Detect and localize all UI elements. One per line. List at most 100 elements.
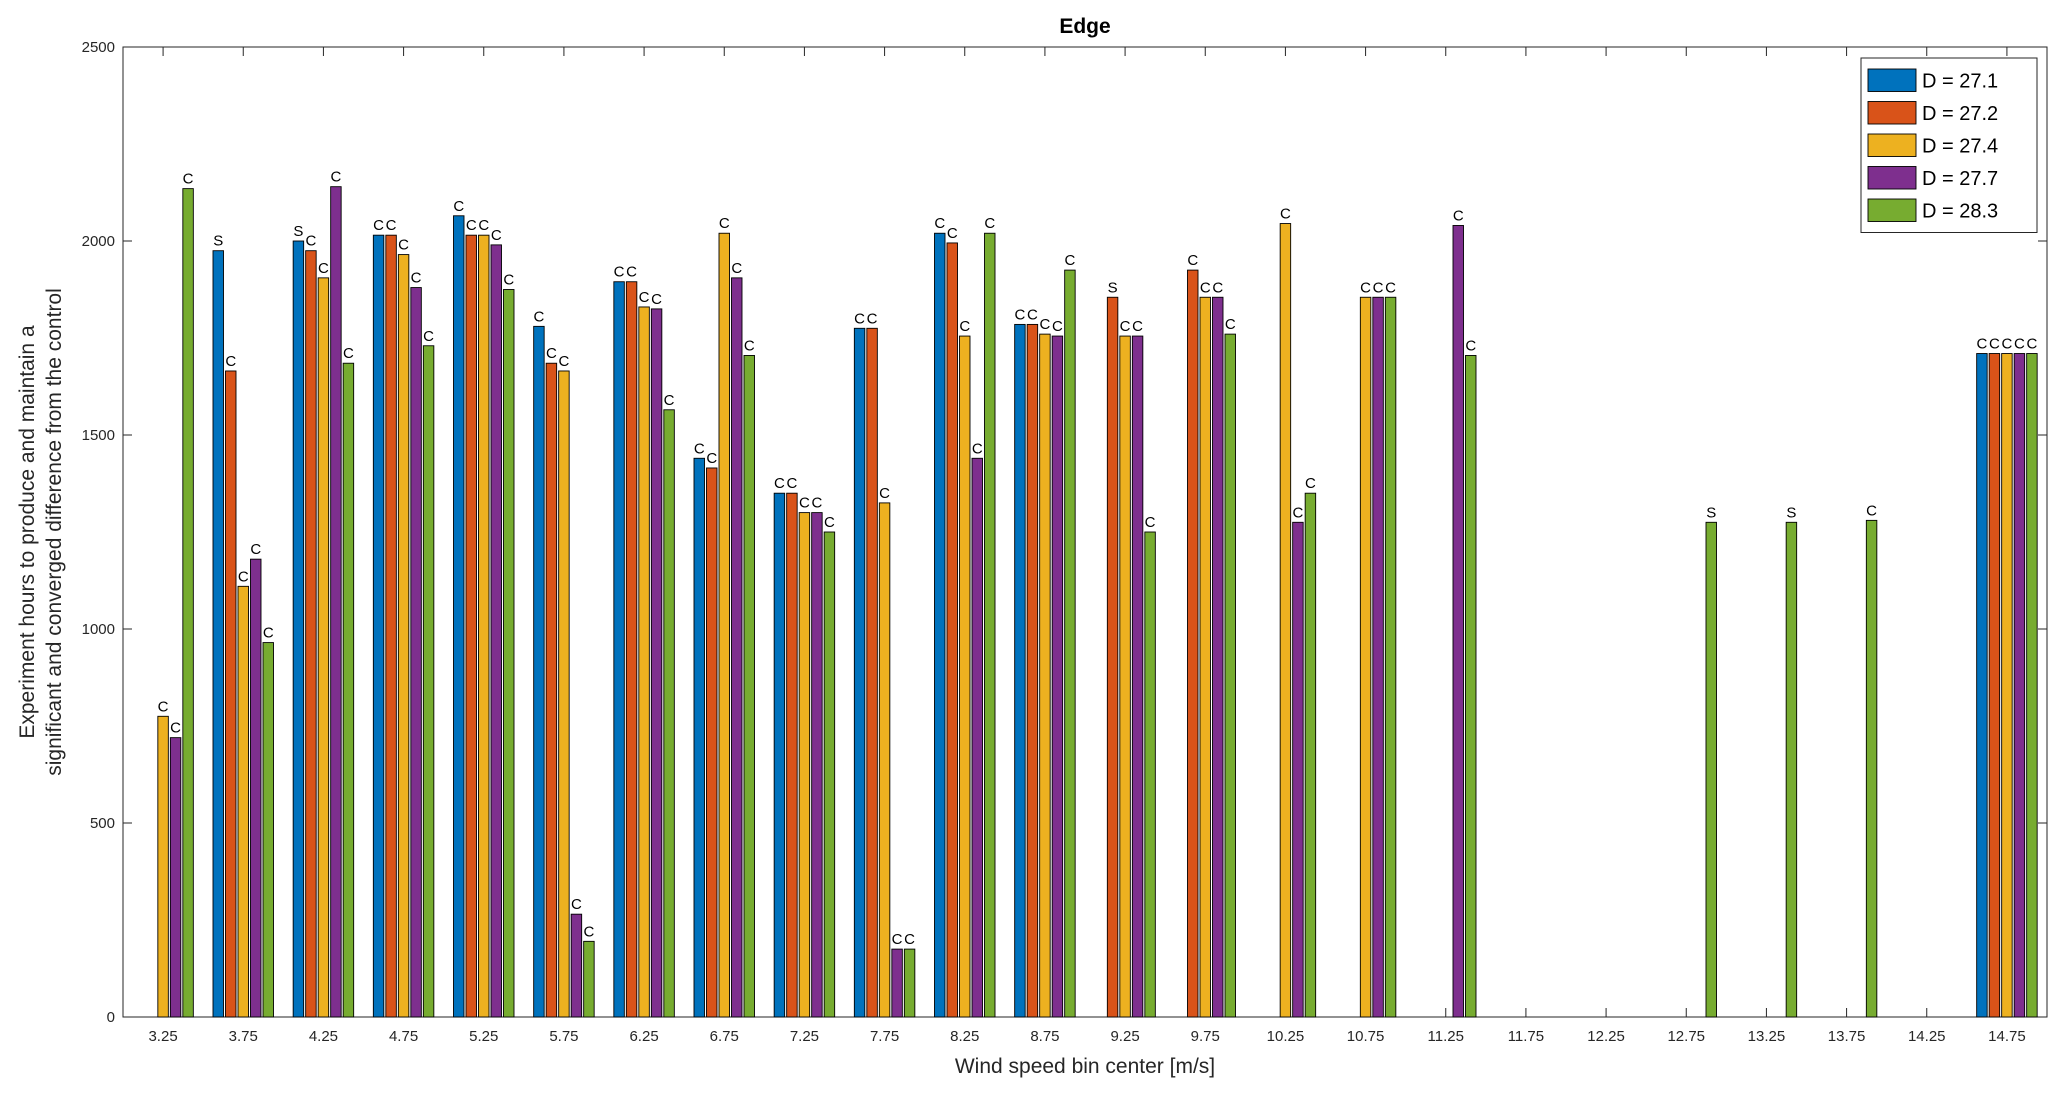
x-tick-label: 8.25 [950, 1028, 979, 1045]
y-axis-label-line-2: significant and converged difference fro… [43, 288, 66, 776]
bar [1064, 269, 1076, 1018]
bar-label: C [664, 392, 675, 409]
bar-label: C [373, 217, 384, 234]
bar [1384, 296, 1397, 1018]
bar-label: C [305, 233, 316, 250]
bar [971, 457, 983, 1018]
bar-label: C [1373, 279, 1384, 296]
bar-label: C [1014, 306, 1025, 323]
bar-label: C [719, 215, 730, 232]
bar-label: C [558, 353, 569, 370]
bar-label: C [1866, 502, 1877, 519]
bar-label: C [811, 495, 822, 512]
x-tick-label: 6.25 [629, 1028, 658, 1045]
x-tick-label: 10.75 [1347, 1028, 1385, 1045]
bar [1465, 355, 1477, 1018]
bar [731, 277, 743, 1018]
bar [1014, 323, 1026, 1018]
bar-label: C [2001, 336, 2012, 353]
bar-label: C [2026, 336, 2037, 353]
y-tick-label: 1500 [82, 427, 115, 444]
bar [1106, 296, 1119, 1018]
bar-label: C [947, 225, 958, 242]
bar [811, 512, 823, 1018]
bar [182, 188, 194, 1018]
bar-label: S [213, 233, 223, 250]
bar-label: C [614, 264, 625, 281]
bar-label: C [731, 260, 742, 277]
legend-swatch [1867, 166, 1917, 190]
bar-label: C [879, 485, 890, 502]
x-tick-label: 9.75 [1191, 1028, 1220, 1045]
bar [503, 289, 515, 1018]
bar-label: C [744, 337, 755, 354]
bar [169, 737, 182, 1018]
legend: D = 27.1 D = 27.2 D = 27.4 D = 27.7 D = 28.3 [1860, 57, 2038, 233]
bar [693, 457, 705, 1018]
bar [663, 409, 675, 1018]
bar [317, 277, 330, 1018]
bar-label: C [1305, 475, 1316, 492]
bar [397, 254, 410, 1018]
bar [1224, 333, 1236, 1018]
x-tick-label: 5.25 [469, 1028, 498, 1045]
x-tick-label: 9.25 [1110, 1028, 1139, 1045]
y-tick-label: 500 [90, 815, 115, 832]
bar [946, 242, 958, 1018]
legend-entry: D = 28.3 [1922, 200, 1998, 222]
x-tick-label: 10.25 [1267, 1028, 1305, 1045]
bar [959, 335, 971, 1018]
bar-label: C [1280, 206, 1291, 223]
bar-label: C [1064, 252, 1075, 269]
bar [1452, 225, 1464, 1018]
bar [422, 345, 435, 1018]
bar [292, 240, 305, 1018]
bar-label: C [411, 270, 422, 287]
bar [1976, 353, 1988, 1018]
legend-swatch [1867, 101, 1917, 125]
bar [410, 287, 422, 1018]
bar [372, 234, 385, 1018]
bar-label: C [183, 171, 194, 188]
chart-title: Edge [1059, 15, 1110, 38]
bar-label: C [1989, 336, 2000, 353]
bar-label: C [170, 720, 181, 737]
x-tick-label: 7.75 [870, 1028, 899, 1045]
bar [212, 250, 224, 1018]
bar-label: C [1120, 318, 1131, 335]
bar-label: C [1187, 252, 1198, 269]
bar-label: C [959, 318, 970, 335]
bar [545, 362, 558, 1018]
legend-entry: D = 27.4 [1922, 135, 1998, 157]
bar-label: C [984, 215, 995, 232]
bar-label: C [1225, 316, 1236, 333]
x-axis-label: Wind speed bin center [m/s] [955, 1055, 1215, 1078]
bar-label: C [904, 931, 915, 948]
x-tick-label: 7.25 [790, 1028, 819, 1045]
bar [2013, 353, 2026, 1018]
bar [878, 502, 891, 1018]
bar [903, 948, 916, 1018]
x-tick-label: 6.75 [710, 1028, 739, 1045]
legend-entry: D = 27.7 [1922, 168, 1998, 190]
bar [570, 913, 583, 1018]
bar [533, 325, 545, 1018]
bar [453, 215, 465, 1018]
legend-entry: D = 27.2 [1922, 103, 1998, 125]
bar [1039, 333, 1051, 1018]
bar [262, 642, 274, 1018]
bar [2001, 353, 2013, 1018]
bar-label: C [318, 260, 329, 277]
bar-label: C [1292, 504, 1303, 521]
bar [786, 492, 798, 1018]
bar [1292, 521, 1304, 1018]
bar [478, 234, 490, 1018]
x-tick-label: 4.25 [309, 1028, 338, 1045]
legend-swatch [1867, 133, 1917, 157]
bar [823, 531, 836, 1018]
bar-label: C [1039, 316, 1050, 333]
x-tick-label: 8.75 [1030, 1028, 1059, 1045]
